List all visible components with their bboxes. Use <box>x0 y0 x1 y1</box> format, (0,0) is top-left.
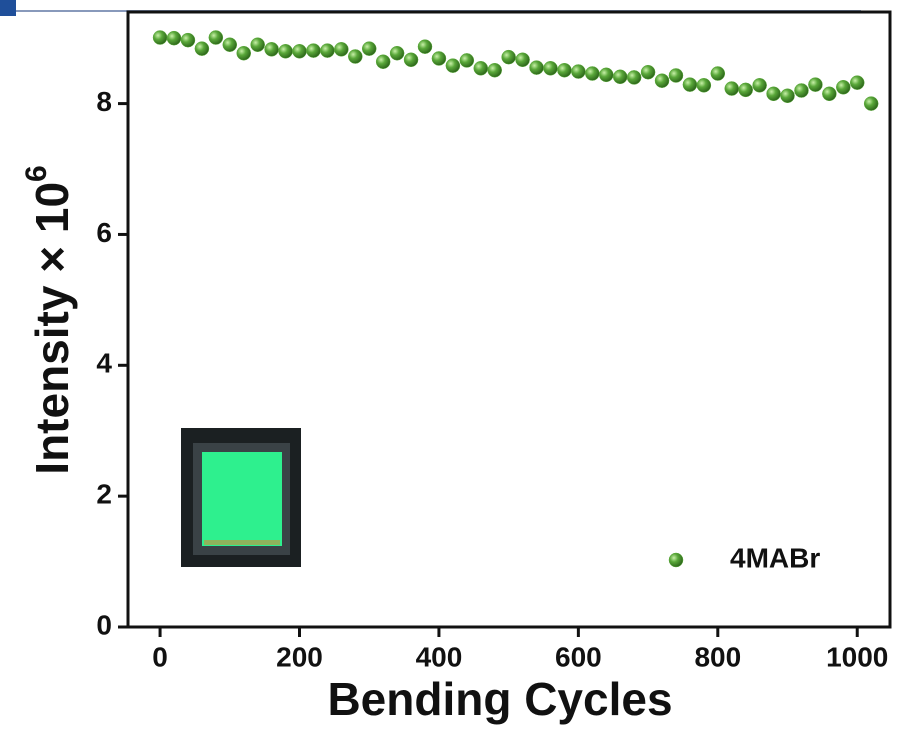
y-tick-label: 8 <box>96 86 112 117</box>
x-tick-label: 400 <box>416 641 463 672</box>
inset-photo <box>181 428 301 567</box>
y-tick-label: 4 <box>96 348 112 379</box>
point <box>710 66 726 81</box>
point <box>682 77 698 92</box>
legend-label: 4MABr <box>730 542 820 573</box>
point <box>375 54 391 69</box>
point <box>264 42 279 57</box>
point <box>836 79 851 95</box>
point <box>543 61 558 76</box>
point <box>822 86 837 102</box>
point <box>236 45 251 61</box>
point <box>766 86 781 102</box>
point <box>166 30 182 46</box>
point <box>808 77 823 92</box>
point <box>863 96 879 111</box>
point <box>361 41 377 56</box>
point <box>431 51 447 66</box>
point <box>208 30 224 45</box>
point <box>334 42 349 57</box>
point <box>640 64 656 80</box>
legend-marker <box>668 552 684 568</box>
point <box>459 53 475 68</box>
point <box>668 68 684 83</box>
point <box>515 52 530 68</box>
y-axis-label-exponent: 6 <box>20 165 53 182</box>
point <box>180 32 196 48</box>
point <box>445 58 461 73</box>
point <box>473 61 489 76</box>
point <box>599 67 614 83</box>
point <box>696 78 712 93</box>
x-tick-label: 200 <box>276 641 323 672</box>
point <box>557 62 572 78</box>
point <box>403 52 419 68</box>
point <box>389 45 405 61</box>
point <box>571 64 586 79</box>
point <box>849 75 865 90</box>
point <box>724 81 739 96</box>
point <box>348 49 363 64</box>
point <box>250 37 265 52</box>
y-axis-label: Intensity × 106 <box>20 165 78 474</box>
point <box>501 49 516 65</box>
point <box>194 41 210 56</box>
x-tick-label: 0 <box>152 641 168 672</box>
y-tick-label: 2 <box>96 479 112 510</box>
corner-mark <box>0 0 16 16</box>
point <box>222 37 238 52</box>
plot-frame <box>126 10 892 629</box>
point <box>794 83 809 98</box>
y-tick-label: 6 <box>96 217 112 248</box>
point <box>752 78 767 93</box>
point <box>529 60 544 75</box>
point <box>152 30 168 45</box>
point <box>487 62 502 78</box>
point <box>278 44 293 59</box>
x-tick-label: 1000 <box>826 641 888 672</box>
point <box>292 44 307 59</box>
point <box>612 69 628 85</box>
point <box>738 82 753 98</box>
point <box>780 88 795 103</box>
point <box>654 73 670 88</box>
point <box>306 43 321 58</box>
y-axis-label-base: Intensity × 10 <box>26 182 78 475</box>
point <box>626 70 642 85</box>
point <box>585 66 600 81</box>
x-tick-label: 800 <box>694 641 741 672</box>
y-tick-label: 0 <box>96 609 112 640</box>
x-axis-label: Bending Cycles <box>327 673 672 725</box>
point <box>417 39 433 54</box>
x-tick-label: 600 <box>555 641 602 672</box>
point <box>320 43 335 58</box>
